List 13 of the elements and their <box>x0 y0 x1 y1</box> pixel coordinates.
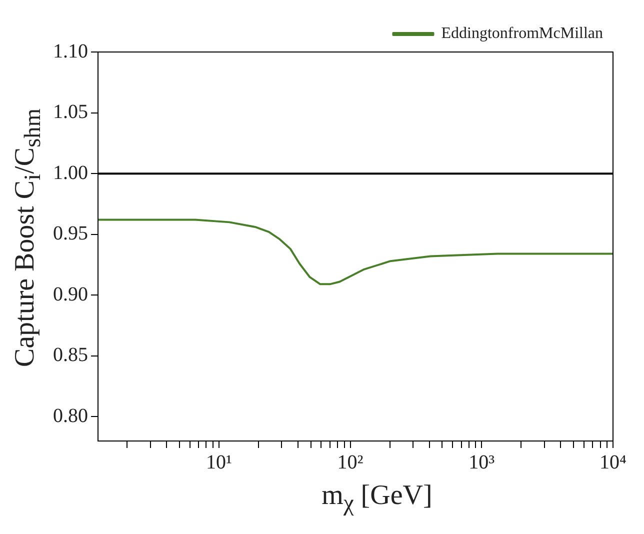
x-tick-label: 10¹ <box>206 451 232 474</box>
legend-label: EddingtonfromMcMillan <box>441 25 604 42</box>
x-tick-label: 10³ <box>468 451 495 474</box>
y-tick-label: 0.80 <box>53 404 88 427</box>
y-tick-label: 1.05 <box>53 101 88 124</box>
x-tick-label: 10² <box>337 451 364 474</box>
x-tick-label: 10⁴ <box>600 451 627 474</box>
y-tick-label: 1.00 <box>53 162 88 184</box>
y-tick-label: 0.95 <box>53 222 88 245</box>
x-axis-title: m$_{χ}$ [GeV] <box>320 480 434 518</box>
y-tick-label: 0.90 <box>53 283 88 306</box>
y-tick-label: 1.10 <box>53 40 88 62</box>
y-tick-label: 0.85 <box>53 344 88 366</box>
